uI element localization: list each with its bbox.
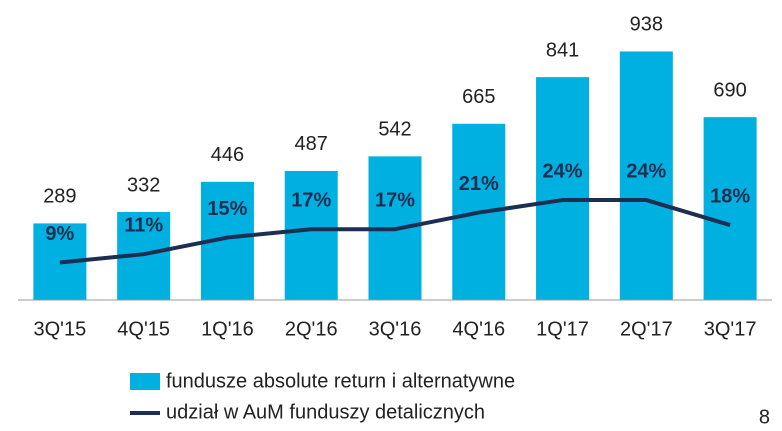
- bar-value-label: 332: [127, 174, 160, 196]
- line-value-label: 24%: [543, 160, 583, 182]
- bar-value-label: 487: [295, 133, 328, 155]
- line-value-label: 24%: [626, 160, 666, 182]
- legend-label: fundusze absolute return i alternatywne: [166, 370, 515, 392]
- x-tick-label: 4Q'15: [117, 318, 170, 340]
- legend-swatch: [130, 373, 160, 390]
- x-tick-label: 2Q'17: [620, 318, 673, 340]
- x-tick-label: 3Q'16: [369, 318, 422, 340]
- bar-value-label: 446: [211, 144, 244, 166]
- bar-value-label: 690: [713, 79, 746, 101]
- bar: [284, 170, 338, 300]
- line: [59, 198, 731, 265]
- bar-value-label: 542: [378, 119, 411, 141]
- line-value-label: 15%: [207, 198, 247, 220]
- x-tick-label: 1Q'16: [201, 318, 254, 340]
- x-tick-label: 2Q'16: [285, 318, 338, 340]
- bar-value-label: 938: [630, 14, 663, 36]
- bar-value-label: 841: [546, 39, 579, 61]
- bar: [619, 51, 673, 301]
- x-tick-label: 1Q'17: [536, 318, 589, 340]
- line-value-label: 9%: [45, 223, 74, 245]
- bar-value-label: 289: [43, 186, 76, 208]
- page-number: 8: [759, 406, 770, 428]
- legend-label: udział w AuM funduszy detalicznych: [166, 401, 485, 423]
- bar: [703, 117, 757, 301]
- bar: [536, 77, 590, 300]
- x-tick-label: 3Q'17: [704, 318, 757, 340]
- line-value-label: 18%: [710, 185, 750, 207]
- line-value-label: 17%: [291, 189, 331, 211]
- bar-value-label: 665: [462, 86, 495, 108]
- x-tick-label: 4Q'16: [452, 318, 505, 340]
- line-value-label: 17%: [375, 189, 415, 211]
- x-tick-label: 3Q'15: [34, 318, 87, 340]
- line-value-label: 11%: [124, 214, 163, 236]
- line-value-label: 21%: [459, 173, 499, 195]
